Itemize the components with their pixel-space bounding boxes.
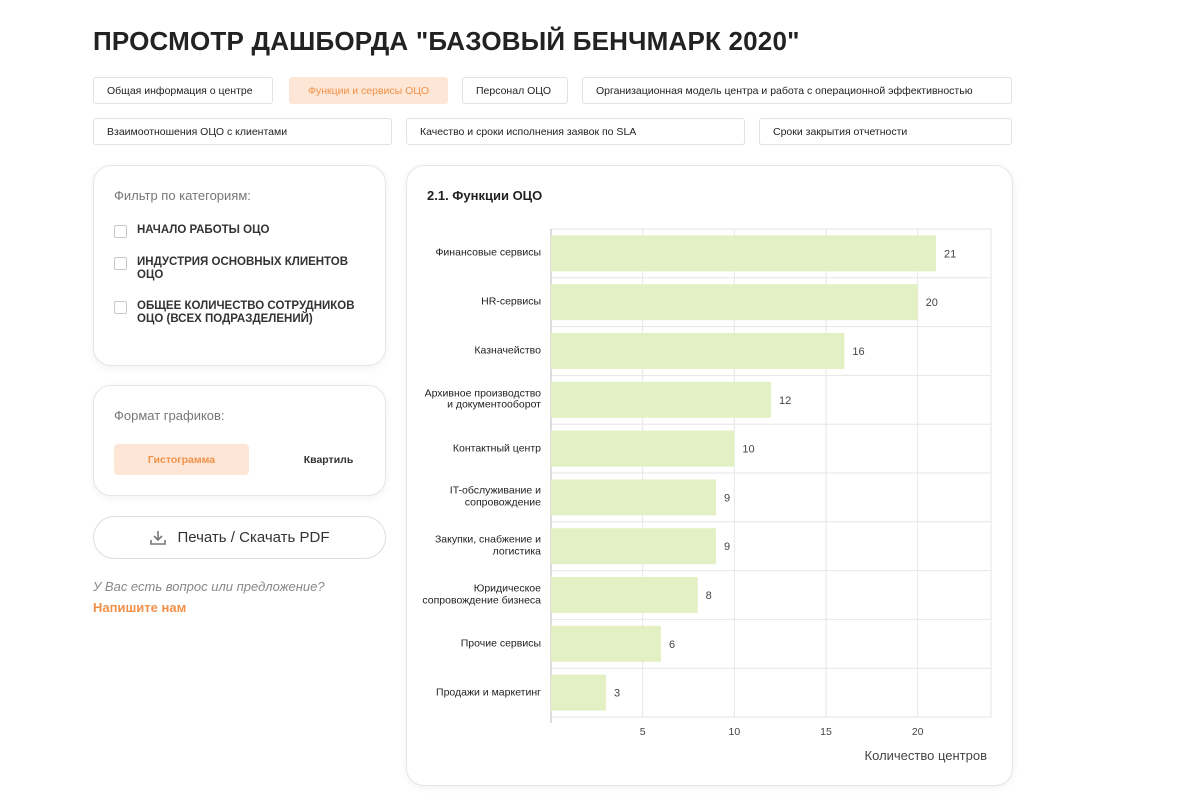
filter-option-label: ИНДУСТРИЯ ОСНОВНЫХ КЛИЕНТОВ ОЦО <box>137 256 349 281</box>
x-tick-label: 15 <box>820 726 832 738</box>
filter-option[interactable]: ОБЩЕЕ КОЛИЧЕСТВО СОТРУДНИКОВ ОЦО (ВСЕХ П… <box>114 300 364 326</box>
x-tick-label: 10 <box>728 726 740 738</box>
filter-option[interactable]: НАЧАЛО РАБОТЫ ОЦО <box>114 224 364 238</box>
value-label: 9 <box>724 541 730 553</box>
format-panel: Формат графиков: Гистограмма Квартиль <box>93 385 386 496</box>
tab[interactable]: Качество и сроки исполнения заявок по SL… <box>406 118 745 145</box>
x-axis-label: Количество центров <box>865 748 988 763</box>
x-tick-label: 20 <box>912 726 924 738</box>
print-button[interactable]: Печать / Скачать PDF <box>93 516 386 559</box>
value-label: 6 <box>669 639 675 651</box>
value-label: 10 <box>742 444 754 456</box>
y-tick-label: Продажи и маркетинг <box>436 685 541 698</box>
value-label: 8 <box>706 590 712 602</box>
y-tick-label: Казначейство <box>474 344 541 357</box>
tab[interactable]: Персонал ОЦО <box>462 77 568 104</box>
feedback-link[interactable]: Напишите нам <box>93 600 187 615</box>
bar <box>551 284 918 321</box>
checkbox[interactable] <box>114 301 127 314</box>
chart-panel: 2.1. Функции ОЦО 5 10 15 20 Количество центр… <box>406 165 1013 786</box>
y-tick-label: Юридическое сопровождение бизнеса <box>422 582 541 606</box>
x-tick-label: 5 <box>640 726 646 738</box>
value-label: 3 <box>614 688 620 700</box>
y-tick-label: Закупки, снабжение и логистика <box>434 533 541 558</box>
value-label: 21 <box>944 248 956 260</box>
value-label: 12 <box>779 395 791 407</box>
download-icon <box>150 530 167 545</box>
bar <box>551 333 845 369</box>
checkbox[interactable] <box>114 257 127 270</box>
bar <box>551 235 936 272</box>
filter-option-label: ОБЩЕЕ КОЛИЧЕСТВО СОТРУДНИКОВ ОЦО (ВСЕХ П… <box>137 300 355 325</box>
page-title: ПРОСМОТР ДАШБОРДА "БАЗОВЫЙ БЕНЧМАРК 2020… <box>93 26 800 56</box>
tab[interactable]: Организационная модель центра и работа с… <box>582 77 1012 104</box>
y-tick-label: Контактный центр <box>452 441 541 454</box>
bar <box>551 528 716 565</box>
feedback-question: У Вас есть вопрос или предложение? <box>93 579 325 594</box>
filter-option[interactable]: ИНДУСТРИЯ ОСНОВНЫХ КЛИЕНТОВ ОЦО <box>114 256 364 282</box>
bar <box>551 381 771 418</box>
value-label: 9 <box>724 492 730 504</box>
tab[interactable]: Взаимоотношения ОЦО с клиентами <box>93 118 392 145</box>
format-button[interactable]: Гистограмма <box>114 444 249 475</box>
format-button[interactable]: Квартиль <box>303 453 354 466</box>
tab[interactable]: Общая информация о центре <box>93 77 273 104</box>
bar <box>551 577 698 613</box>
filter-option-label: НАЧАЛО РАБОТЫ ОЦО <box>137 224 270 236</box>
bar <box>551 430 735 467</box>
y-tick-label: Архивное производство и документооборот <box>424 387 541 411</box>
filter-panel: Фильтр по категориям: НАЧАЛО РАБОТЫ ОЦО И… <box>93 165 386 366</box>
y-tick-label: HR-сервисы <box>481 295 541 308</box>
bar <box>551 625 661 662</box>
y-tick-label: Прочие сервисы <box>460 637 541 650</box>
value-label: 16 <box>852 346 864 358</box>
print-label: Печать / Скачать PDF <box>177 529 330 546</box>
bar <box>551 674 606 711</box>
tab[interactable]: Функции и сервисы ОЦО <box>289 77 448 104</box>
filter-title: Фильтр по категориям: <box>114 188 251 203</box>
format-title: Формат графиков: <box>114 408 225 423</box>
y-tick-label: Финансовые сервисы <box>435 246 541 259</box>
bar <box>551 479 716 516</box>
tab[interactable]: Сроки закрытия отчетности <box>759 118 1012 145</box>
y-tick-label: IT-обслуживание и сопровождение <box>449 484 541 509</box>
value-label: 20 <box>926 297 938 309</box>
chart-title: 2.1. Функции ОЦО <box>427 188 543 203</box>
chart: 5 10 15 20 Количество центров 21 20 16 12 10 9 9 8 6 3 <box>550 228 992 763</box>
checkbox[interactable] <box>114 225 127 238</box>
